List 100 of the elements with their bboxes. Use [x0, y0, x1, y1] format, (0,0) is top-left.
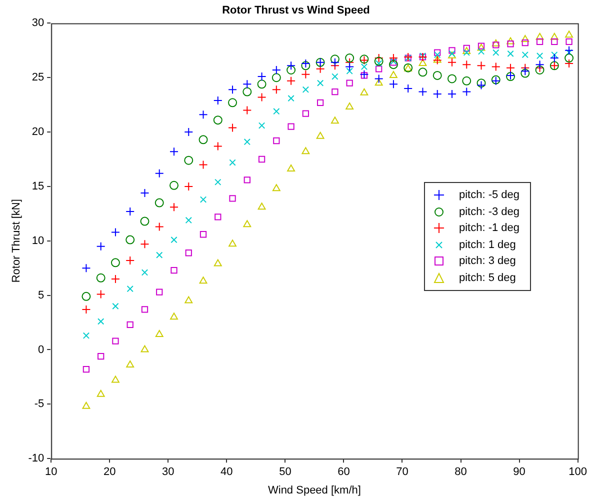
point	[184, 296, 193, 304]
point	[374, 74, 384, 84]
point	[272, 66, 281, 75]
point	[126, 285, 134, 292]
point	[272, 73, 281, 82]
point	[82, 402, 90, 409]
point	[154, 168, 164, 178]
point	[258, 156, 266, 163]
point	[170, 202, 178, 212]
point	[110, 258, 120, 268]
point	[140, 216, 150, 226]
point	[126, 207, 135, 216]
point	[184, 182, 194, 191]
y-tick-label: 10	[32, 234, 44, 247]
point	[491, 62, 500, 72]
y-tick-label: 30	[32, 17, 44, 30]
point	[154, 222, 164, 232]
point	[346, 68, 353, 74]
point	[447, 89, 456, 98]
point	[112, 376, 120, 383]
point	[184, 156, 194, 165]
point	[286, 76, 296, 86]
point	[566, 38, 572, 46]
point	[301, 61, 310, 70]
point	[302, 86, 310, 93]
point	[434, 51, 441, 58]
point	[448, 47, 456, 54]
point	[110, 274, 120, 284]
x-tick-label: 60	[338, 466, 350, 478]
point	[346, 80, 353, 86]
point	[418, 58, 427, 66]
point	[82, 366, 90, 373]
legend-label: pitch: 3 deg	[459, 255, 516, 268]
point	[170, 312, 178, 320]
point	[346, 102, 354, 110]
point	[522, 51, 528, 58]
x-tick-label: 40	[220, 466, 233, 478]
point	[536, 32, 544, 40]
point	[287, 164, 296, 172]
point	[301, 70, 310, 79]
point	[507, 50, 514, 58]
point	[112, 302, 119, 310]
point	[98, 318, 104, 325]
point	[374, 54, 384, 63]
point	[288, 94, 294, 102]
point	[302, 110, 310, 117]
point	[170, 236, 178, 244]
point	[110, 228, 120, 237]
point	[156, 252, 163, 258]
point	[332, 88, 338, 96]
y-tick-label: 5	[38, 289, 44, 302]
point	[316, 80, 324, 86]
point	[140, 188, 150, 198]
y-tick-label: 20	[32, 126, 44, 138]
point	[229, 195, 236, 202]
point	[96, 242, 106, 251]
point	[258, 202, 266, 210]
point	[492, 42, 500, 48]
point	[155, 330, 164, 338]
x-tick-label: 90	[513, 466, 526, 478]
point	[242, 87, 252, 96]
x-tick-label: 80	[454, 466, 467, 478]
point	[272, 85, 281, 94]
chart-title: Rotor Thrust vs Wind Speed	[222, 4, 370, 17]
legend-label: pitch: -5 deg	[459, 189, 520, 202]
point	[126, 235, 135, 244]
point	[200, 231, 207, 238]
point	[213, 96, 222, 105]
point	[301, 58, 310, 68]
point	[141, 306, 148, 313]
point	[492, 39, 500, 46]
point	[330, 116, 339, 124]
legend-label: pitch: 5 deg	[459, 272, 516, 284]
point	[288, 123, 294, 130]
point	[316, 64, 325, 74]
point	[564, 54, 574, 63]
point	[242, 106, 252, 115]
point	[273, 108, 280, 115]
point	[478, 48, 485, 55]
point	[213, 142, 222, 151]
point	[388, 80, 398, 89]
point	[390, 70, 398, 78]
point	[564, 58, 574, 68]
point	[330, 58, 340, 67]
point	[213, 116, 222, 125]
point	[316, 99, 324, 106]
y-tick-label: 15	[32, 180, 44, 193]
point	[156, 288, 163, 296]
point	[536, 52, 544, 60]
point	[462, 60, 472, 70]
point	[96, 290, 106, 299]
point	[564, 46, 574, 55]
point	[229, 159, 236, 166]
point	[550, 32, 558, 40]
x-tick-label: 70	[396, 466, 408, 478]
point	[228, 98, 238, 108]
x-tick-label: 30	[162, 466, 174, 478]
point	[170, 147, 178, 156]
point	[316, 132, 324, 139]
point	[258, 122, 266, 129]
